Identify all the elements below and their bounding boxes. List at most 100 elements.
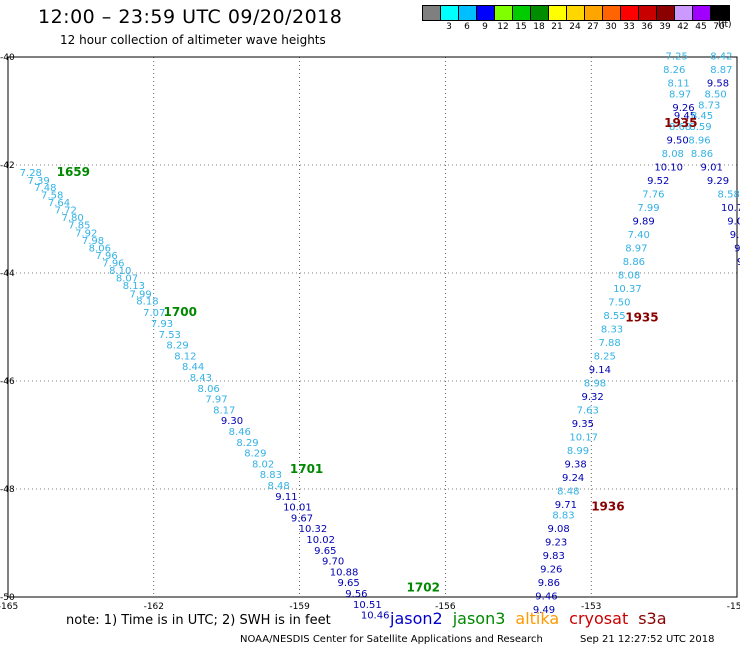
wave-height-value: 9.86 <box>538 578 560 589</box>
wave-height-value: 9.01 <box>701 162 723 173</box>
satellite-legend-item: altika <box>515 609 560 628</box>
wave-height-value: 10.17 <box>569 432 598 443</box>
wave-height-value: 10.01 <box>283 503 312 514</box>
wave-height-value: 8.45 <box>691 111 713 122</box>
y-tick-label: -48 <box>0 485 15 495</box>
wave-height-value: 9.35 <box>572 419 594 430</box>
wave-height-value: 8.08 <box>618 270 640 281</box>
wave-height-value: 7.72 <box>55 206 77 217</box>
axis-tick-labels: -165 -162 -159 -156 -153 -150 -40 -42 -44 -46 -48 -… <box>0 53 740 612</box>
wave-height-value: 8.48 <box>557 486 579 497</box>
satellite-legend: jason2 jason3 altika cryosat s3a <box>390 609 677 628</box>
wave-height-value: 8.42 <box>710 52 732 63</box>
wave-height-value: 7.07 <box>143 308 165 319</box>
wave-height-value: 7.98 <box>82 236 104 247</box>
legend-swatch <box>711 6 729 20</box>
legend-swatch <box>585 6 603 20</box>
wave-height-value: 10.37 <box>613 284 642 295</box>
legend-swatch <box>441 6 459 20</box>
pass-time-label: 1700 <box>164 305 197 319</box>
legend-label: 42 <box>677 22 689 32</box>
y-tick-label: -46 <box>0 377 15 387</box>
wave-height-value: 10.32 <box>299 524 328 535</box>
wave-height-value: 9.26 <box>540 565 562 576</box>
chart-grid <box>7 56 738 598</box>
wave-height-value: 9.1 <box>730 230 740 241</box>
wave-height-value: 9.11 <box>275 492 297 503</box>
wave-height-value: 7.92 <box>75 228 97 239</box>
pass-time-label: 1935 <box>664 116 697 130</box>
legend-swatch <box>477 6 495 20</box>
wave-height-value: 7.53 <box>159 330 181 341</box>
wave-height-value: 8.33 <box>601 324 623 335</box>
color-legend <box>422 5 730 21</box>
wave-height-value: 7.39 <box>27 176 49 187</box>
wave-height-value: 9.14 <box>589 365 611 376</box>
wave-height-value: 8.17 <box>213 405 235 416</box>
wave-height-value: 9.08 <box>547 524 569 535</box>
wave-height-value: 9.70 <box>322 557 344 568</box>
pass-time-labels: 1659 1700 1701 1702 1935 1935 1936 <box>57 116 698 594</box>
wave-height-value: 8.46 <box>229 427 251 438</box>
legend-label: 12 <box>497 22 509 32</box>
wave-height-value: 8.59 <box>689 122 711 133</box>
wave-height-value: 9.65 <box>314 546 336 557</box>
legend-label: 18 <box>533 22 545 32</box>
wave-height-value: 8.29 <box>244 449 266 460</box>
legend-label: 27 <box>587 22 599 32</box>
legend-label: 70 <box>713 22 725 32</box>
wave-height-value: 9.71 <box>555 500 577 511</box>
wave-height-value: 8.97 <box>625 243 647 254</box>
wave-height-value: 8.73 <box>698 100 720 111</box>
wave-height-value: 9.52 <box>647 176 669 187</box>
x-tick-label: -159 <box>289 602 310 612</box>
legend-swatch <box>423 6 441 20</box>
wave-height-value: 8.99 <box>567 446 589 457</box>
x-tick-label: -162 <box>144 602 164 612</box>
plot-frame <box>7 56 738 598</box>
page-title: 12:00 – 23:59 UTC 09/20/2018 <box>38 6 343 28</box>
wave-height-value: 9.49 <box>533 605 555 616</box>
wave-height-value: 8.10 <box>109 266 131 277</box>
page-subtitle: 12 hour collection of altimeter wave hei… <box>60 33 326 47</box>
legend-swatch <box>495 6 513 20</box>
legend-swatch <box>513 6 531 20</box>
wave-height-value: 8.83 <box>552 511 574 522</box>
wave-height-value: 8.07 <box>116 274 138 285</box>
wave-height-value: 8.97 <box>669 90 691 101</box>
wave-height-value: 8.25 <box>594 351 616 362</box>
wave-height-value: 8.06 <box>198 384 220 395</box>
wave-height-value: 9.67 <box>291 513 313 524</box>
legend-swatch <box>549 6 567 20</box>
wave-height-value: 9.24 <box>562 473 584 484</box>
wave-height-value: 9.29 <box>707 176 729 187</box>
wave-height-value: 9.50 <box>667 135 689 146</box>
legend-label: 33 <box>623 22 635 32</box>
legend-label: 36 <box>641 22 653 32</box>
wave-height-value: 9.58 <box>707 79 729 90</box>
wave-height-value: 7.50 <box>608 297 630 308</box>
legend-swatch <box>459 6 477 20</box>
pass-time-label: 1659 <box>57 165 90 179</box>
y-tick-label: -50 <box>0 593 15 603</box>
wave-height-value: 8.02 <box>252 459 274 470</box>
wave-height-value: 9.04 <box>727 216 740 227</box>
wave-height-value: 7.25 <box>666 52 688 63</box>
wave-height-value: 7.88 <box>598 338 620 349</box>
wave-height-value: 8.08 <box>662 149 684 160</box>
wave-height-value: 9.46 <box>535 592 557 603</box>
legend-swatch <box>675 6 693 20</box>
wave-height-value: 8.26 <box>663 65 685 76</box>
satellite-legend-item: jason2 <box>390 609 443 628</box>
legend-swatch <box>657 6 675 20</box>
wave-height-value: 7.99 <box>637 203 659 214</box>
wave-height-value: 8.29 <box>166 341 188 352</box>
wave-height-value: 9.32 <box>581 392 603 403</box>
wave-height-value: 9.38 <box>564 459 586 470</box>
pass-time-label: 1701 <box>290 462 323 476</box>
x-tick-label: -153 <box>581 602 601 612</box>
wave-height-value: 7.40 <box>628 230 650 241</box>
wave-height-value: 10.46 <box>361 611 390 622</box>
wave-height-value: 9 <box>737 257 740 268</box>
legend-label: 24 <box>569 22 581 32</box>
